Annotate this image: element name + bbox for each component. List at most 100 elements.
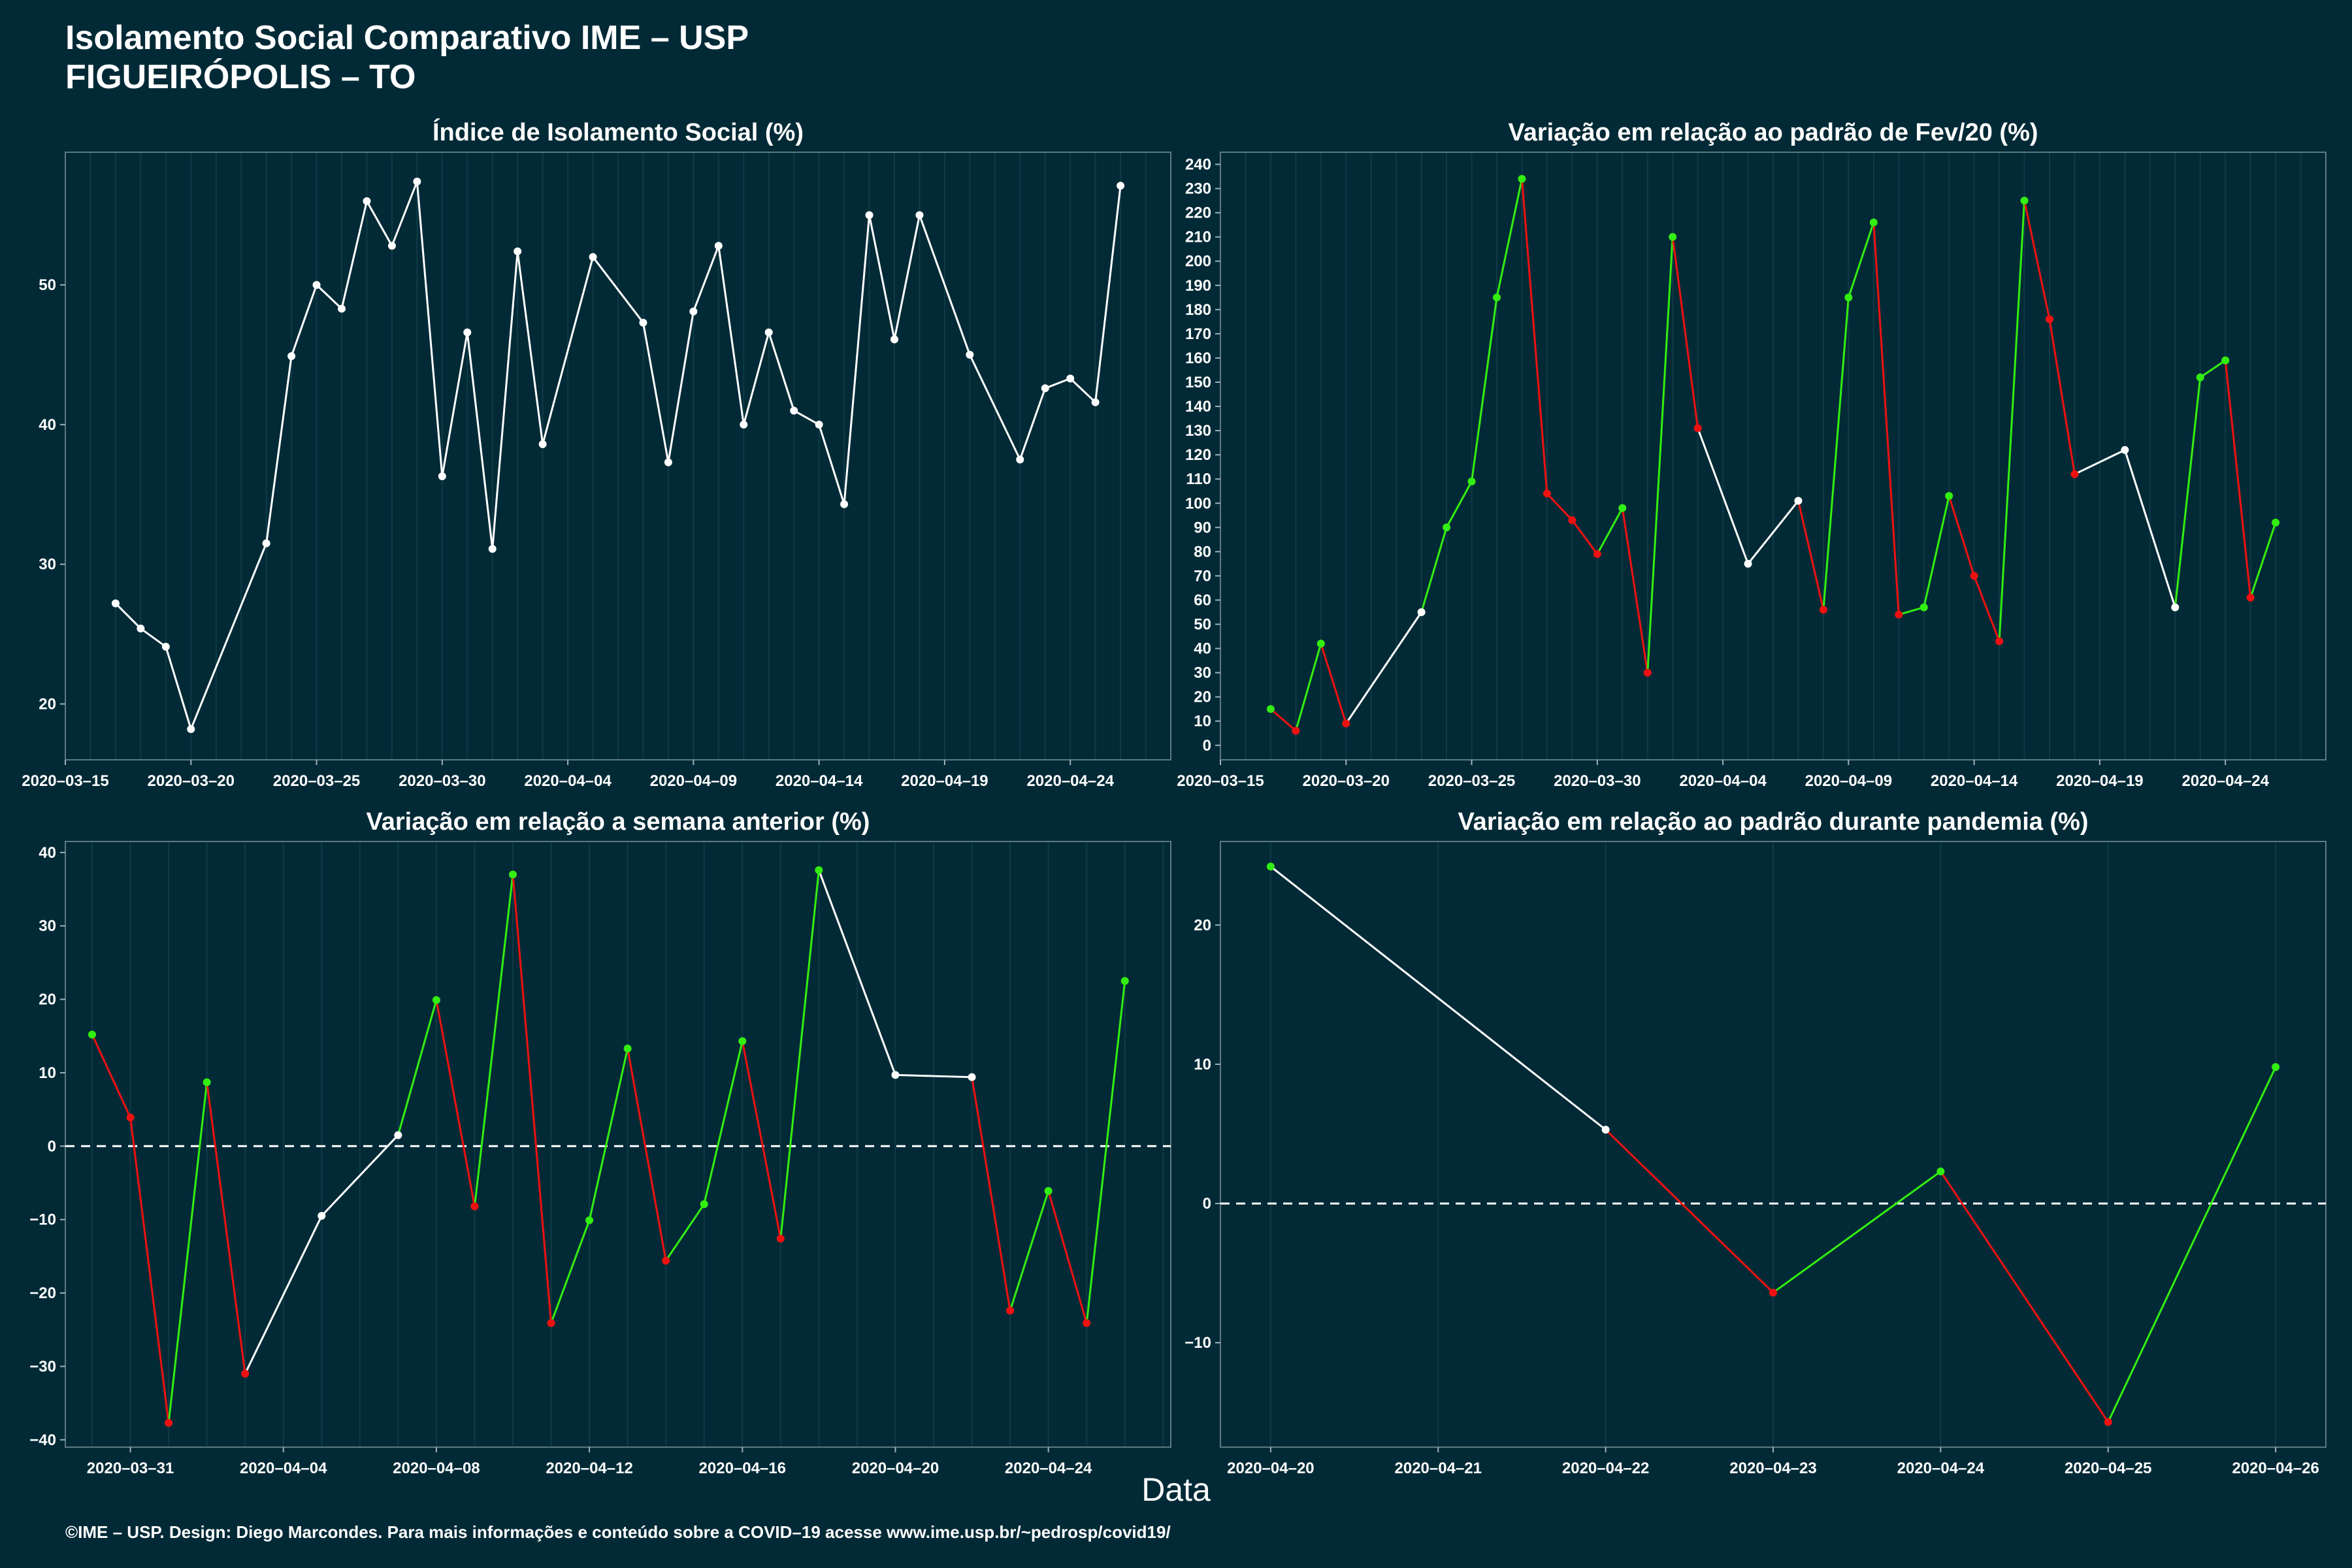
y-tick-label: 60	[1194, 591, 1211, 609]
x-tick-label: 2020–03–20	[148, 772, 235, 790]
x-tick-label: 2020–04–04	[524, 772, 612, 790]
series-segment	[1847, 221, 1875, 298]
data-point	[738, 1037, 747, 1045]
series-segment	[971, 1077, 1011, 1311]
data-point	[338, 304, 346, 313]
series-segment	[512, 874, 553, 1324]
series-segment	[244, 1215, 323, 1375]
series-segment	[627, 1048, 667, 1261]
y-tick-label: 10	[1194, 1056, 1211, 1073]
y-tick-label: 160	[1185, 350, 1211, 367]
x-tick-label: 2020–04–22	[1562, 1460, 1649, 1477]
series-segment	[793, 410, 820, 426]
data-point	[241, 1369, 250, 1378]
data-point	[1266, 705, 1275, 713]
x-tick-label: 2020–04–04	[240, 1460, 327, 1477]
series-segment	[1948, 495, 1976, 576]
panel-title: Variação em relação ao padrão de Fev/20 …	[1508, 119, 2038, 146]
series-segment	[321, 1134, 399, 1217]
data-point	[1543, 489, 1551, 498]
y-tick-label: 30	[39, 556, 56, 574]
data-point	[2046, 315, 2053, 323]
data-point	[1895, 610, 1903, 619]
series-segment	[1420, 527, 1448, 613]
data-point	[394, 1131, 402, 1139]
y-tick-label: −10	[1184, 1334, 1211, 1352]
y-tick-label: 50	[1194, 616, 1211, 634]
data-point	[432, 996, 440, 1004]
data-point	[1669, 233, 1677, 241]
series-segment	[1923, 495, 1950, 608]
data-point	[714, 242, 723, 250]
series-segment	[843, 215, 871, 504]
data-point	[438, 472, 446, 480]
series-segment	[1822, 297, 1850, 610]
data-point	[1970, 572, 1978, 580]
data-point	[2196, 373, 2204, 382]
series-segment	[768, 332, 795, 411]
series-segment	[2023, 200, 2051, 319]
data-point	[287, 352, 296, 361]
y-tick-label: 110	[1186, 470, 1211, 488]
y-tick-label: 220	[1185, 204, 1211, 222]
x-tick-label: 2020–04–19	[901, 772, 988, 790]
data-point	[891, 1071, 900, 1079]
panel-isolamento: Índice de Isolamento Social (%) 20 30 40 50 2…	[22, 118, 1171, 790]
series-segment	[1747, 500, 1799, 564]
data-point	[1693, 424, 1702, 433]
x-tick-label: 2020–04–24	[2181, 772, 2269, 790]
data-point	[1006, 1307, 1015, 1315]
y-tick-label: 10	[39, 1064, 56, 1082]
data-point	[413, 177, 421, 186]
series-segment	[1085, 981, 1126, 1324]
y-tick-label: 0	[48, 1137, 56, 1155]
y-tick-label: 210	[1185, 229, 1211, 246]
series-segment	[2249, 522, 2277, 598]
data-point	[662, 1256, 670, 1265]
series-segment	[1973, 575, 2001, 642]
data-point	[1568, 516, 1576, 525]
series-segment	[664, 1203, 705, 1262]
data-point	[2171, 603, 2180, 612]
data-point	[187, 725, 195, 733]
data-point	[514, 247, 522, 255]
panel-title: Variação em relação ao padrão durante pa…	[1458, 808, 2088, 836]
y-tick-label: 40	[39, 844, 56, 862]
y-tick-label: 40	[39, 416, 56, 434]
data-point	[1316, 640, 1325, 648]
series-segment	[692, 245, 720, 312]
x-tick-label: 2020–04–09	[650, 772, 737, 790]
data-point	[1443, 523, 1451, 532]
x-tick-label: 2020–03–15	[1177, 772, 1264, 790]
data-point	[2121, 446, 2129, 454]
series-segment	[1646, 237, 1674, 673]
series-segment	[2199, 359, 2227, 378]
data-point	[1869, 218, 1878, 227]
data-point	[538, 440, 547, 448]
data-point	[262, 539, 270, 547]
series-segment	[441, 332, 468, 477]
data-point	[1919, 603, 1928, 612]
data-point	[966, 351, 974, 359]
data-point	[890, 335, 898, 344]
series-segment	[1345, 612, 1422, 725]
series-segment	[1047, 1190, 1088, 1324]
data-point	[1794, 497, 1803, 505]
panel-semana: Variação em relação a semana anterior (%…	[29, 808, 1171, 1477]
y-tick-label: 50	[39, 276, 56, 294]
series-segment	[2224, 360, 2252, 598]
y-tick-label: 240	[1185, 156, 1211, 174]
data-point	[1601, 1126, 1610, 1134]
y-tick-label: −10	[29, 1211, 56, 1229]
y-tick-label: 200	[1185, 253, 1211, 270]
data-point	[776, 1234, 785, 1243]
data-point	[639, 318, 647, 327]
series-segment	[1621, 508, 1649, 673]
data-point	[585, 1216, 594, 1224]
data-point	[2246, 593, 2255, 602]
series-segment	[1872, 222, 1900, 615]
series-segment	[206, 1082, 246, 1374]
series-segment	[1019, 387, 1047, 460]
series-segment	[1520, 178, 1548, 494]
data-point	[1417, 608, 1426, 616]
